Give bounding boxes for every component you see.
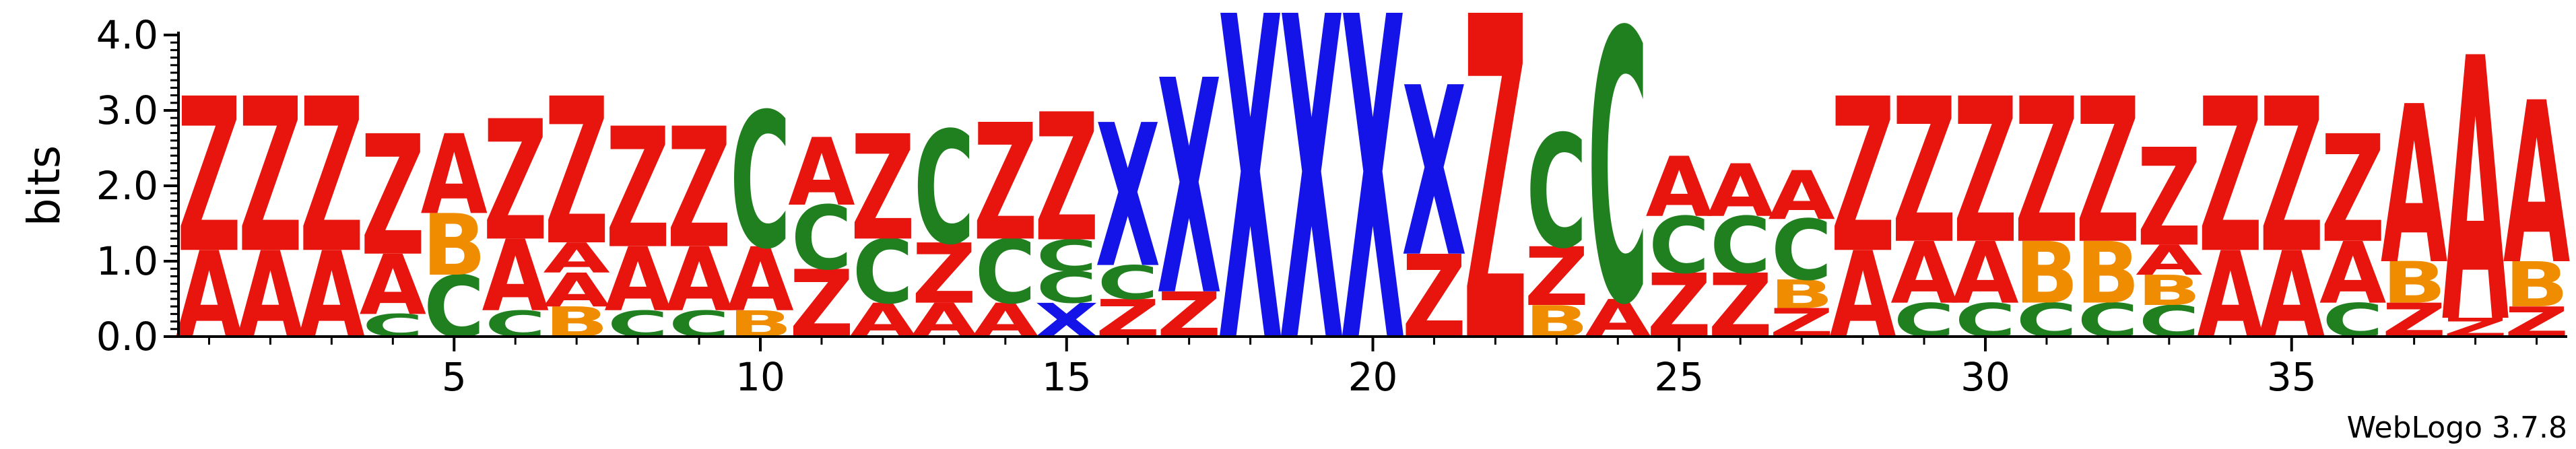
logo-letter-x: X <box>1218 0 1283 442</box>
logo-letter-a: A <box>1646 139 1713 236</box>
x-tick-label: 5 <box>442 354 467 400</box>
logo-letter-z: Z <box>851 105 915 273</box>
logo-letter-z: Z <box>1830 53 1895 300</box>
logo-letter-a: A <box>1768 157 1835 235</box>
logo-letter-z: Z <box>2137 120 2202 276</box>
logo-letter-c: C <box>1649 201 1709 291</box>
logo-letter-a: A <box>1707 149 1775 233</box>
logo-letter-z: Z <box>1034 76 1099 281</box>
logo-letter-b: B <box>2137 267 2201 315</box>
logo-letter-z: Z <box>177 53 242 300</box>
logo-glyph-layer: AZAZAZCAZCBACAZBAAZCAZCAZBACZCAACZAZCACZ… <box>176 0 2570 442</box>
logo-letter-a: A <box>727 229 793 331</box>
logo-letter-a: A <box>1890 224 1957 322</box>
y-tick-label: 3.0 <box>96 88 158 133</box>
logo-letter-a: A <box>360 237 426 334</box>
logo-letter-z: Z <box>605 93 670 285</box>
logo-letter-c: C <box>1526 102 1587 283</box>
logo-letter-z: Z <box>973 90 1038 277</box>
logo-letter-c: C <box>975 221 1036 323</box>
logo-letter-x: X <box>1279 0 1344 442</box>
x-tick-label: 10 <box>735 354 785 400</box>
logo-letter-c: C <box>1587 0 1648 387</box>
y-tick-label: 2.0 <box>96 163 158 209</box>
y-tick-label: 1.0 <box>96 238 158 284</box>
x-tick-label: 15 <box>1042 354 1092 400</box>
logo-letter-z: Z <box>483 85 548 278</box>
logo-letter-a: A <box>482 220 549 334</box>
y-tick-label: 0.0 <box>96 314 158 359</box>
x-tick-label: 25 <box>1654 354 1704 400</box>
logo-letter-z: Z <box>1892 57 1956 289</box>
logo-letter-z: Z <box>299 53 364 300</box>
logo-letter-x: X <box>1401 39 1466 310</box>
logo-letter-z: Z <box>1463 0 1527 442</box>
logo-letter-z: Z <box>667 93 731 285</box>
logo-letter-c: C <box>853 221 913 323</box>
logo-letter-z: Z <box>2198 53 2263 300</box>
logo-letter-a: A <box>543 234 610 282</box>
weblogo-version-label: WebLogo 3.7.8 <box>2347 411 2567 445</box>
logo-letter-b: B <box>2014 224 2078 323</box>
logo-letter-x: X <box>1157 19 1222 361</box>
logo-letter-a: A <box>604 229 671 331</box>
logo-letter-a: A <box>1952 224 2018 322</box>
logo-letter-a: A <box>665 229 732 331</box>
x-tick-label: 30 <box>1960 354 2010 400</box>
logo-letter-z: Z <box>2259 53 2324 300</box>
logo-letter-z: Z <box>544 55 609 290</box>
logo-letter-z: Z <box>2321 104 2385 276</box>
logo-letter-b: B <box>422 197 486 296</box>
x-axis-ticks: 5 10 15 20 25 30 35 <box>207 337 2538 400</box>
logo-letter-z: Z <box>2014 57 2079 289</box>
logo-letter-c: C <box>914 99 975 279</box>
logo-letter-a: A <box>421 111 488 239</box>
x-tick-label: 35 <box>2267 354 2317 400</box>
logo-letter-c: C <box>1036 231 1097 281</box>
logo-letter-b: B <box>1770 272 1834 318</box>
axes: 0.0 1.0 2.0 3.0 4.0 5 10 15 20 25 30 35 <box>96 12 2567 400</box>
logo-letter-c: C <box>1036 263 1097 314</box>
logo-letter-c: C <box>730 75 791 290</box>
logo-letter-c: C <box>1098 256 1158 310</box>
logo-letter-x: X <box>1340 0 1405 442</box>
logo-letter-a: A <box>2319 224 2386 322</box>
logo-letter-a: A <box>2136 236 2203 284</box>
logo-letter-z: Z <box>238 53 302 300</box>
logo-letter-z: Z <box>1953 57 2018 289</box>
logo-letter-a: A <box>788 119 855 228</box>
logo-letter-a: A <box>2503 57 2570 315</box>
logo-letter-b: B <box>2382 250 2446 316</box>
logo-letter-b: B <box>2505 249 2569 321</box>
logo-letter-c: C <box>1710 201 1771 291</box>
logo-letter-z: Z <box>2076 57 2140 289</box>
logo-letter-z: Z <box>360 100 425 293</box>
y-tick-label: 4.0 <box>96 12 158 58</box>
logo-letter-c: C <box>1771 203 1832 299</box>
x-tick-label: 20 <box>1348 354 1398 400</box>
y-axis-ticks: 0.0 1.0 2.0 3.0 4.0 <box>96 12 178 359</box>
logo-letter-a: A <box>2381 59 2447 312</box>
y-axis-title: bits <box>18 145 70 227</box>
logo-letter-c: C <box>791 187 852 289</box>
logo-letter-z: Z <box>912 227 977 322</box>
logo-letter-x: X <box>1096 83 1160 311</box>
logo-letter-z: Z <box>1524 230 1589 324</box>
logo-letter-b: B <box>2076 224 2140 323</box>
logo-letter-a: A <box>543 264 610 318</box>
